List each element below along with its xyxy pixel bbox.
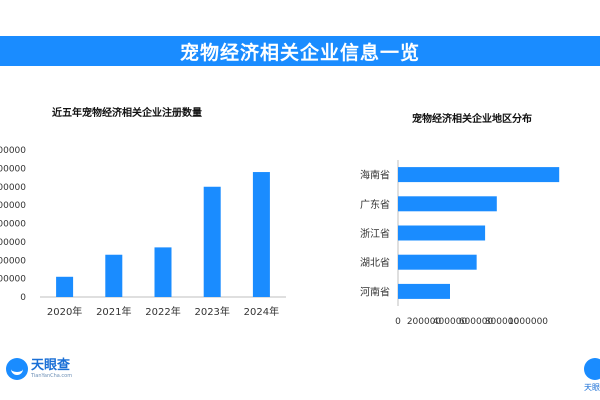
tianyancha-logo: 天眼查 TianYanCha.com — [6, 358, 72, 380]
bar-2022年 — [154, 247, 172, 297]
y-tick-label: 400000 — [0, 220, 26, 230]
y-tick-label: 700000 — [0, 164, 26, 174]
x-tick-label: 2021年 — [96, 305, 131, 318]
y-tick-label: 浙江省 — [360, 227, 390, 240]
y-tick-label: 0 — [20, 293, 26, 303]
y-tick-label: 200000 — [0, 256, 26, 266]
y-tick-label: 河南省 — [360, 285, 390, 298]
bar-浙江省 — [398, 225, 486, 241]
x-tick-label: 2020年 — [47, 305, 82, 318]
bar-2021年 — [105, 254, 123, 297]
x-tick-label: 400000 — [433, 317, 468, 327]
bar-2020年 — [56, 276, 74, 297]
y-tick-label: 100000 — [0, 275, 26, 285]
y-tick-label: 湖北省 — [360, 256, 390, 269]
x-tick-label: 2024年 — [244, 305, 279, 318]
bar-湖北省 — [398, 254, 477, 270]
logo-name: 天眼查 — [31, 358, 71, 373]
bar-2023年 — [203, 186, 221, 297]
tianyancha-logo-icon — [6, 358, 28, 380]
left-chart-title: 近五年宠物经济相关企业注册数量 — [52, 108, 202, 119]
y-tick-label: 广东省 — [360, 198, 390, 211]
y-tick-label: 500000 — [0, 201, 26, 211]
x-tick-label: 2023年 — [194, 305, 229, 318]
bar-海南省 — [398, 167, 560, 183]
y-tick-label: 海南省 — [360, 169, 390, 182]
y-tick-label: 800000 — [0, 146, 26, 156]
title-banner: 宠物经济相关企业信息一览 — [0, 36, 600, 66]
x-tick-label: 600000 — [459, 317, 494, 327]
logo-url: TianYanCha.com — [31, 373, 73, 379]
x-tick-label: 2022年 — [145, 305, 180, 318]
bar-2024年 — [252, 172, 270, 297]
y-tick-label: 300000 — [0, 238, 26, 248]
bar-河南省 — [398, 283, 450, 299]
tianyancha-logo-icon-right — [584, 358, 600, 380]
y-tick-label: 600000 — [0, 183, 26, 193]
logo-name-right: 天眼 — [584, 383, 600, 392]
x-tick-label: 0 — [395, 317, 401, 327]
bar-广东省 — [398, 196, 497, 212]
page-title: 宠物经济相关企业信息一览 — [179, 41, 420, 64]
x-tick-label: 1000000 — [508, 317, 548, 327]
x-tick-label: 200000 — [407, 317, 442, 327]
x-tick-label: 800000 — [485, 317, 520, 327]
right-chart-title: 宠物经济相关企业地区分布 — [412, 114, 532, 125]
